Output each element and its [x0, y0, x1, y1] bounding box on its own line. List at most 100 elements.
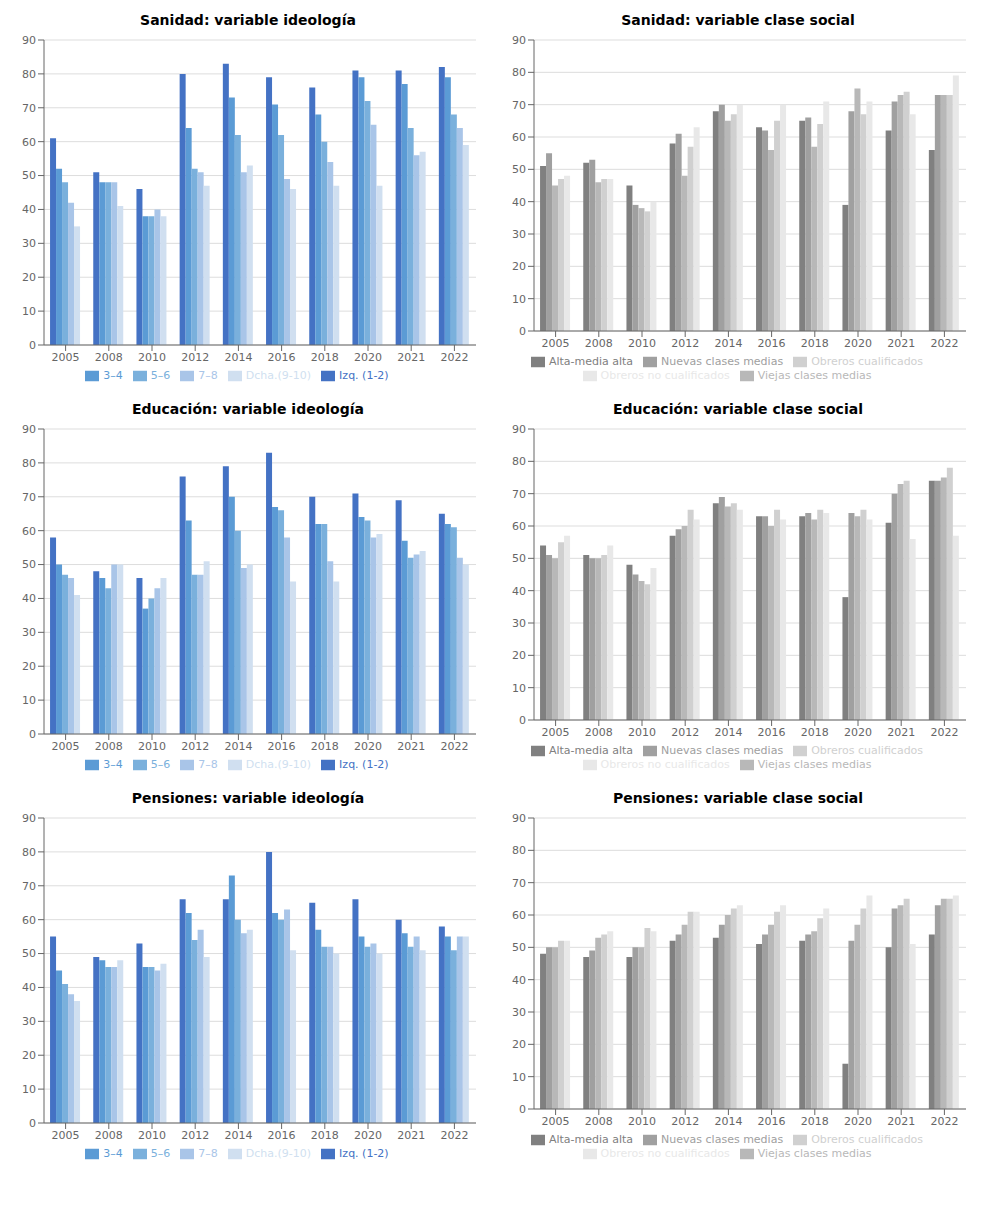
- svg-text:90: 90: [512, 812, 526, 825]
- svg-text:80: 80: [512, 844, 526, 857]
- svg-text:2016: 2016: [268, 740, 296, 753]
- svg-text:2020: 2020: [354, 740, 382, 753]
- svg-text:2005: 2005: [52, 351, 80, 364]
- svg-text:90: 90: [512, 423, 526, 436]
- svg-text:2021: 2021: [887, 1115, 915, 1128]
- svg-text:2022: 2022: [440, 740, 468, 753]
- svg-text:0: 0: [519, 714, 526, 727]
- svg-text:10: 10: [22, 1083, 36, 1096]
- svg-text:10: 10: [22, 694, 36, 707]
- svg-text:2014: 2014: [714, 726, 742, 739]
- svg-text:70: 70: [22, 880, 36, 893]
- svg-text:40: 40: [512, 196, 526, 209]
- svg-text:2018: 2018: [311, 1129, 339, 1142]
- svg-text:60: 60: [22, 525, 36, 538]
- svg-text:2005: 2005: [52, 740, 80, 753]
- svg-text:2005: 2005: [52, 1129, 80, 1142]
- svg-text:80: 80: [22, 846, 36, 859]
- svg-text:2008: 2008: [585, 337, 613, 350]
- svg-text:10: 10: [512, 1071, 526, 1084]
- svg-text:30: 30: [22, 1015, 36, 1028]
- svg-text:2005: 2005: [542, 726, 570, 739]
- svg-text:2016: 2016: [758, 726, 786, 739]
- svg-text:2020: 2020: [844, 726, 872, 739]
- svg-text:60: 60: [22, 136, 36, 149]
- svg-text:80: 80: [512, 66, 526, 79]
- svg-text:2016: 2016: [268, 351, 296, 364]
- svg-text:20: 20: [512, 649, 526, 662]
- svg-text:30: 30: [512, 1006, 526, 1019]
- svg-text:2018: 2018: [311, 351, 339, 364]
- svg-text:70: 70: [512, 99, 526, 112]
- svg-text:30: 30: [22, 237, 36, 250]
- svg-text:2014: 2014: [714, 337, 742, 350]
- svg-text:40: 40: [512, 974, 526, 987]
- svg-text:10: 10: [22, 305, 36, 318]
- svg-text:2018: 2018: [801, 337, 829, 350]
- svg-text:20: 20: [512, 260, 526, 273]
- svg-text:2022: 2022: [930, 337, 958, 350]
- svg-text:2021: 2021: [397, 351, 425, 364]
- svg-text:2010: 2010: [138, 351, 166, 364]
- svg-text:2022: 2022: [440, 351, 468, 364]
- svg-text:2014: 2014: [224, 740, 252, 753]
- svg-text:2020: 2020: [354, 351, 382, 364]
- svg-text:2014: 2014: [224, 351, 252, 364]
- svg-text:30: 30: [512, 228, 526, 241]
- svg-text:2010: 2010: [628, 1115, 656, 1128]
- svg-text:0: 0: [29, 728, 36, 741]
- svg-text:2018: 2018: [801, 726, 829, 739]
- svg-text:60: 60: [512, 131, 526, 144]
- svg-text:2021: 2021: [397, 740, 425, 753]
- svg-text:2018: 2018: [801, 1115, 829, 1128]
- svg-text:2010: 2010: [628, 726, 656, 739]
- svg-text:2008: 2008: [585, 726, 613, 739]
- svg-text:20: 20: [22, 271, 36, 284]
- svg-text:50: 50: [512, 552, 526, 565]
- svg-text:40: 40: [512, 585, 526, 598]
- svg-text:2014: 2014: [714, 1115, 742, 1128]
- svg-text:2005: 2005: [542, 1115, 570, 1128]
- svg-text:0: 0: [29, 339, 36, 352]
- svg-text:30: 30: [512, 617, 526, 630]
- svg-text:20: 20: [22, 1049, 36, 1062]
- svg-text:20: 20: [22, 660, 36, 673]
- svg-text:80: 80: [512, 455, 526, 468]
- svg-text:2010: 2010: [628, 337, 656, 350]
- svg-text:2016: 2016: [268, 1129, 296, 1142]
- svg-text:70: 70: [22, 102, 36, 115]
- svg-text:2012: 2012: [181, 740, 209, 753]
- svg-text:2022: 2022: [930, 726, 958, 739]
- svg-text:60: 60: [512, 909, 526, 922]
- svg-text:2020: 2020: [844, 337, 872, 350]
- svg-text:50: 50: [512, 941, 526, 954]
- svg-text:40: 40: [22, 592, 36, 605]
- svg-text:2016: 2016: [758, 1115, 786, 1128]
- svg-text:60: 60: [22, 914, 36, 927]
- svg-text:2012: 2012: [671, 1115, 699, 1128]
- svg-text:90: 90: [22, 423, 36, 436]
- svg-text:2018: 2018: [311, 740, 339, 753]
- svg-text:90: 90: [512, 34, 526, 47]
- svg-text:80: 80: [22, 457, 36, 470]
- svg-text:2020: 2020: [844, 1115, 872, 1128]
- svg-text:2022: 2022: [930, 1115, 958, 1128]
- svg-text:2012: 2012: [671, 337, 699, 350]
- svg-text:70: 70: [512, 488, 526, 501]
- svg-text:50: 50: [22, 558, 36, 571]
- svg-text:80: 80: [22, 68, 36, 81]
- svg-text:20: 20: [512, 1038, 526, 1051]
- svg-text:2022: 2022: [440, 1129, 468, 1142]
- svg-text:2021: 2021: [887, 337, 915, 350]
- svg-text:0: 0: [519, 325, 526, 338]
- svg-text:70: 70: [22, 491, 36, 504]
- svg-text:50: 50: [22, 169, 36, 182]
- svg-text:2008: 2008: [95, 740, 123, 753]
- svg-text:50: 50: [512, 163, 526, 176]
- svg-text:0: 0: [29, 1117, 36, 1130]
- svg-text:2008: 2008: [95, 1129, 123, 1142]
- svg-text:2020: 2020: [354, 1129, 382, 1142]
- svg-text:2021: 2021: [397, 1129, 425, 1142]
- svg-text:2016: 2016: [758, 337, 786, 350]
- svg-text:70: 70: [512, 877, 526, 890]
